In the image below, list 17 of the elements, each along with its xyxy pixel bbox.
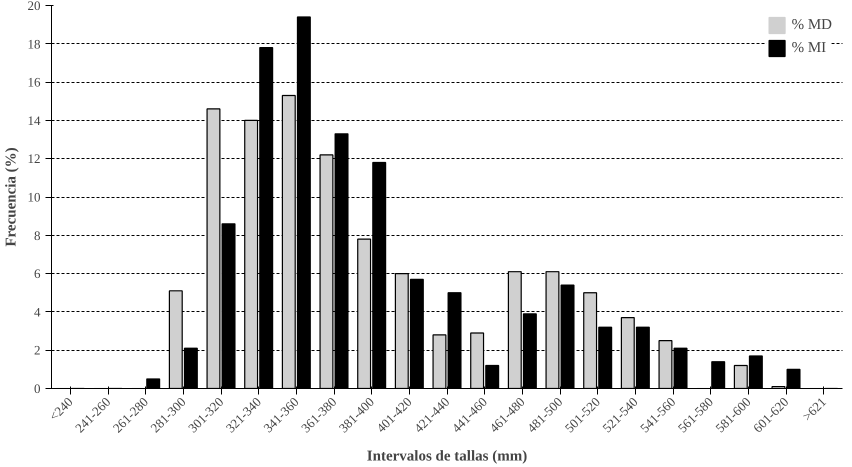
x-tick-label: >621 [799, 394, 829, 424]
y-tick-label: 4 [34, 304, 41, 320]
y-tick-label: 2 [34, 342, 40, 358]
y-tick-label: 16 [28, 74, 41, 90]
x-tick-label: <240 [46, 394, 76, 424]
y-tick-label: 20 [28, 0, 40, 13]
y-tick-label: 12 [28, 151, 40, 166]
y-tick-label: 0 [34, 381, 40, 396]
y-tick-label: 8 [34, 228, 40, 243]
y-axis-title: Frecuencia (%) [4, 147, 20, 247]
legend-label: % MI [792, 40, 826, 56]
legend-label: % MD [792, 16, 832, 34]
x-axis-title: Intervalos de tallas (mm) [366, 448, 528, 465]
y-tick-label: 6 [34, 266, 41, 282]
y-tick-label: 18 [28, 36, 40, 52]
y-tick-label: 10 [28, 190, 40, 204]
y-tick-label: 14 [28, 112, 41, 128]
